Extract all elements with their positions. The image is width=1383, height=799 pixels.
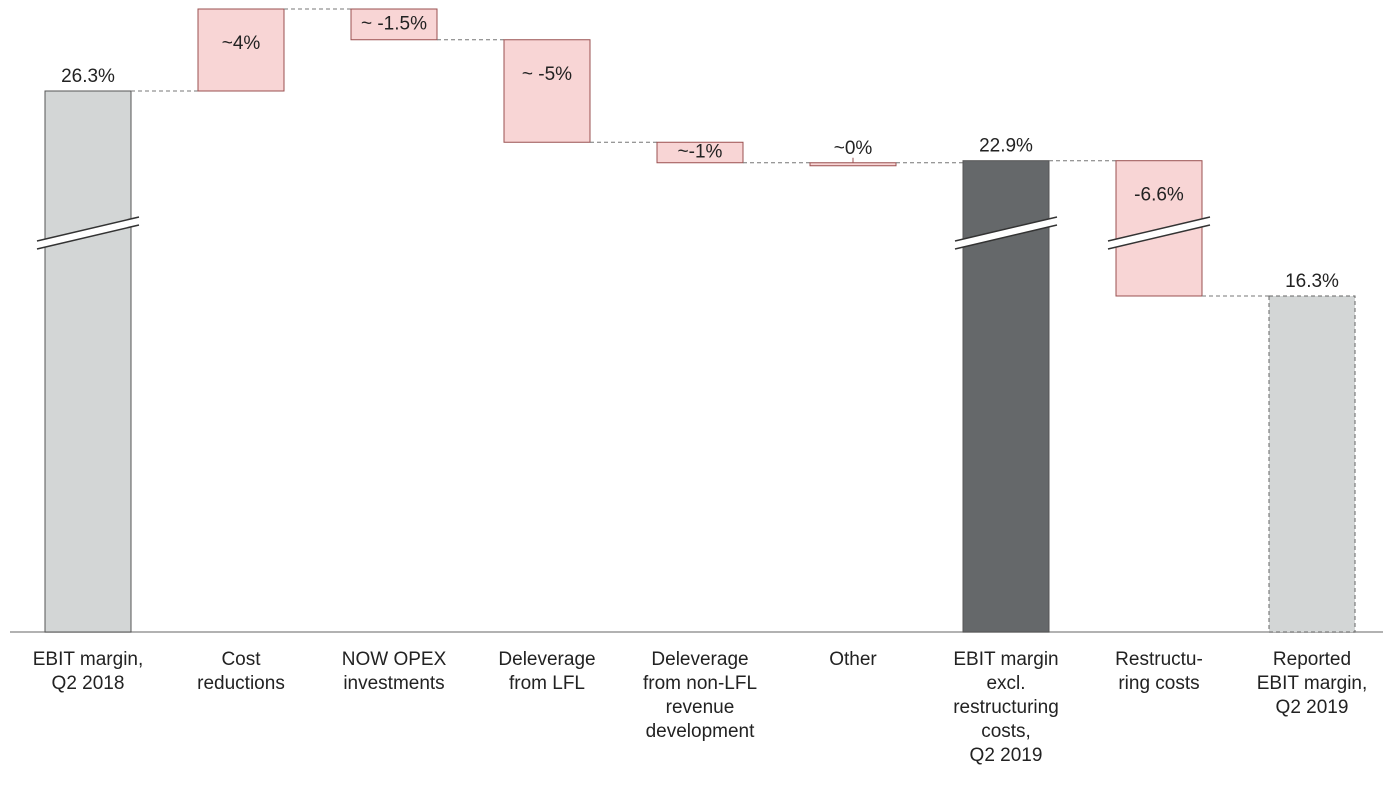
axis-break-line <box>36 216 140 242</box>
value-label: 16.3% <box>1285 271 1339 292</box>
bar <box>1268 295 1356 633</box>
axis-break-line <box>954 216 1058 242</box>
x-tick-label: Reported EBIT margin, Q2 2019 <box>1256 649 1368 718</box>
x-tick-label: NOW OPEX investments <box>341 649 447 694</box>
x-tick-label: Cost reductions <box>197 649 285 694</box>
x-tick-label: EBIT margin, Q2 2018 <box>32 649 144 694</box>
x-tick-label: Deleverage from LFL <box>498 649 596 694</box>
x-tick-label: Other <box>829 649 877 670</box>
bar <box>350 8 438 41</box>
value-label: ~4% <box>222 33 261 54</box>
value-label: ~-1% <box>678 142 723 163</box>
bar <box>503 39 591 143</box>
x-tick-label: Restructu- ring costs <box>1115 649 1203 694</box>
bar <box>44 90 132 633</box>
bar <box>809 162 897 167</box>
value-label: ~ -5% <box>522 64 572 85</box>
axis-break <box>1108 217 1210 249</box>
value-label: 26.3% <box>61 66 115 87</box>
bar <box>656 141 744 164</box>
x-tick-label: EBIT margin excl. restructuring costs, Q… <box>953 649 1059 766</box>
bar <box>197 8 285 92</box>
axis-break <box>955 217 1057 249</box>
axis-break-line <box>954 224 1058 250</box>
value-label: ~0% <box>834 138 873 159</box>
axis-break-line <box>36 224 140 250</box>
x-tick-label: Deleverage from non-LFL revenue developm… <box>642 649 758 742</box>
axis-break <box>37 217 139 249</box>
value-label: -6.6% <box>1134 185 1184 206</box>
value-label: 22.9% <box>979 136 1033 157</box>
axis-break-line <box>1107 216 1211 242</box>
axis-break-line <box>1107 224 1211 250</box>
value-label: ~ -1.5% <box>361 13 427 34</box>
